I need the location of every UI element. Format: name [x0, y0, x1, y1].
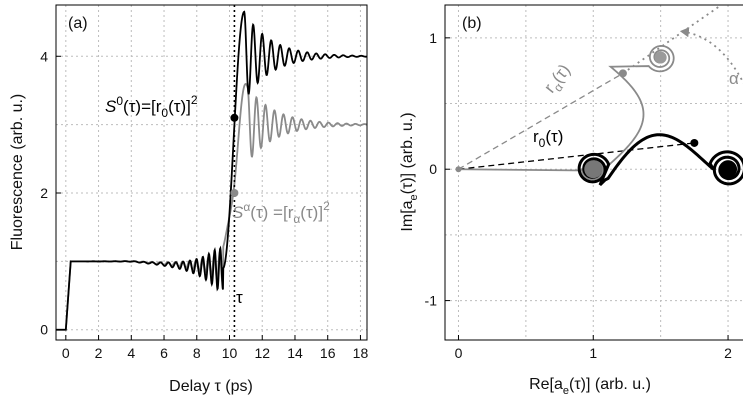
- panel-a-xtick-label: 12: [254, 345, 270, 361]
- origin-marker: [455, 166, 462, 173]
- panel-b-xtick-label: 2: [724, 345, 732, 361]
- r0-label: r0(τ): [533, 127, 563, 150]
- panel-a-frame: [55, 4, 368, 341]
- trace-s0: [56, 10, 367, 331]
- panel-a-xtick-label: 0: [62, 345, 70, 361]
- panel-a-ytick-label: 4: [40, 48, 48, 64]
- tau-label: τ: [236, 288, 243, 307]
- panel-b-ticks: 0 1 2 -1 0 1: [425, 30, 733, 361]
- panel-a-ytick-label: 0: [40, 322, 48, 338]
- panel-a-ytick-label: 2: [40, 185, 48, 201]
- panel-b-content: [455, 5, 743, 187]
- panel-a-series: [56, 10, 367, 331]
- r0-vector: [458, 142, 695, 170]
- panel-a-xtick-label: 6: [160, 345, 168, 361]
- s0-annotation: S0(τ)=[r0(τ)]2: [105, 93, 198, 120]
- panel-a-xtick-label: 16: [320, 345, 336, 361]
- spiral-center-gray: [584, 160, 603, 179]
- panel-b-ylabel: Im[ae(τ)] (arb. u.): [399, 112, 420, 231]
- marker-s0: [230, 113, 239, 122]
- ralpha-trajectory: [458, 45, 675, 181]
- ralpha-tip-marker: [618, 69, 627, 78]
- panel-a-xtick-label: 4: [127, 345, 135, 361]
- panel-a-xtick-label: 2: [95, 345, 103, 361]
- panel-a-ylabel: Fluorescence (arb. u.): [9, 94, 26, 251]
- panel-b-xtick-label: 0: [455, 345, 463, 361]
- spiral-center-gray-upper: [654, 51, 667, 64]
- ralpha-label: rα(τ): [540, 61, 577, 99]
- panel-a-xtick-label: 8: [193, 345, 201, 361]
- alpha-label: α: [729, 69, 739, 88]
- panel-a-tag: (a): [68, 15, 88, 32]
- panel-a-ticks: 0 2 4 6 8 10 12 14 16 18 0 2 4: [40, 48, 368, 361]
- panel-b: 0 1 2 -1 0 1 (b) r0(τ) rα(τ) α Re[ae(τ)] (arb…: [399, 4, 743, 397]
- panel-b-frame: [444, 4, 743, 341]
- panel-a-xtick-label: 10: [222, 345, 238, 361]
- panel-b-ytick-label: -1: [425, 293, 438, 309]
- panel-a-xtick-label: 14: [287, 345, 303, 361]
- panel-a-markers: [230, 113, 239, 198]
- panel-b-xlabel: Re[ae(τ)] (arb. u.): [529, 376, 651, 397]
- panel-a-xtick-label: 18: [353, 345, 369, 361]
- marker-s-alpha: [230, 189, 239, 198]
- r0-trajectory: [577, 133, 743, 187]
- panel-a-xlabel: Delay τ (ps): [169, 378, 253, 395]
- panel-a-grid: [56, 5, 367, 340]
- panel-b-ytick-label: 1: [429, 30, 437, 46]
- r0-tip-marker: [690, 138, 699, 147]
- panel-b-markers: [455, 51, 738, 179]
- alpha-arc: [679, 27, 743, 85]
- ralpha-vector: [458, 72, 624, 170]
- panel-b-ytick-label: 0: [429, 161, 437, 177]
- panel-b-tag: (b): [462, 15, 482, 32]
- alpha-direction-line: [622, 5, 722, 75]
- salpha-annotation: Sα(τ) =[rα(τ)]2: [232, 199, 330, 226]
- panel-b-xtick-label: 1: [589, 345, 597, 361]
- spiral-center-black: [719, 160, 738, 179]
